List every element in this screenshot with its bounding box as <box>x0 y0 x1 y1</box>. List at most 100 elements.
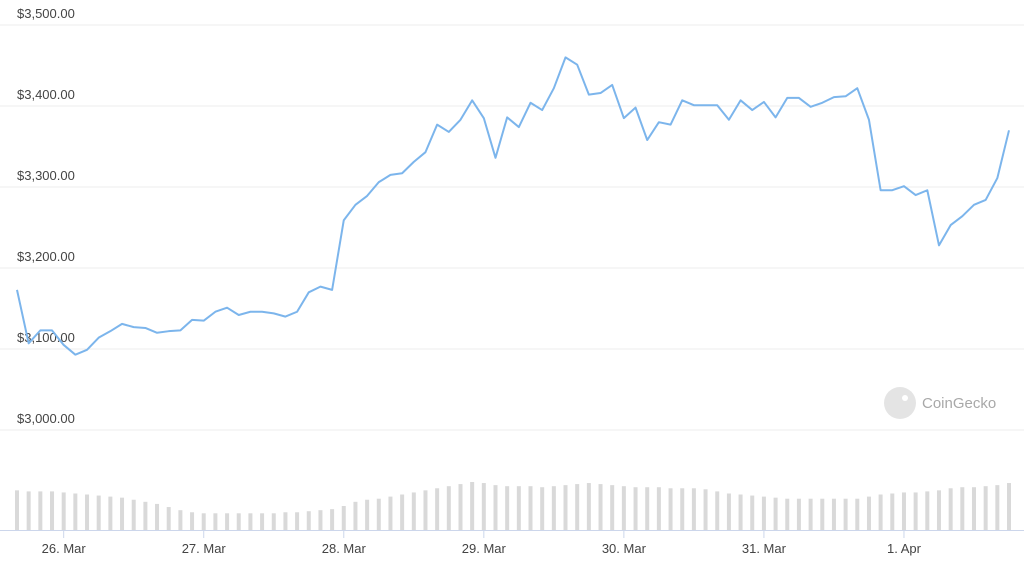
x-tick-label: 29. Mar <box>462 541 507 556</box>
volume-bar <box>563 485 568 530</box>
volume-bar <box>773 497 778 530</box>
volume-bar <box>925 491 930 530</box>
volume-bar <box>516 486 521 530</box>
volume-bar <box>213 513 218 530</box>
volume-bar <box>913 492 918 530</box>
volume-bar <box>598 484 603 530</box>
volume-bar <box>726 493 731 530</box>
volume-bar <box>691 488 696 530</box>
volume-bar <box>540 487 545 530</box>
volume-bar <box>586 483 591 530</box>
volume-bar <box>435 488 440 530</box>
volume-bar <box>353 501 358 530</box>
y-tick-label: $3,300.00 <box>17 168 75 183</box>
volume-bar <box>575 484 580 530</box>
volume-bar <box>890 493 895 530</box>
y-tick-label: $3,000.00 <box>17 411 75 426</box>
volume-bar <box>155 503 160 530</box>
volume-bar <box>493 485 498 530</box>
volume-bar <box>505 486 510 530</box>
volume-bar <box>715 491 720 530</box>
volume-bar <box>178 510 183 530</box>
volume-bar <box>15 490 19 530</box>
volume-bar <box>610 485 615 530</box>
volume-bar <box>668 488 673 530</box>
volume-bar <box>131 499 136 530</box>
x-tick-label: 27. Mar <box>182 541 227 556</box>
volume-bar <box>645 487 650 530</box>
volume-bar <box>306 511 311 530</box>
y-tick-label: $3,200.00 <box>17 249 75 264</box>
volume-bar <box>85 494 90 530</box>
volume-bar <box>528 486 533 530</box>
volume-bar <box>190 512 195 530</box>
volume-bar <box>1007 483 1011 530</box>
volume-bar <box>295 512 300 530</box>
volume-bar <box>843 498 848 530</box>
volume-bar <box>551 486 556 530</box>
volume-bar <box>96 495 101 530</box>
volume-bar <box>738 494 743 530</box>
volume-bar <box>621 486 626 530</box>
volume-bar <box>236 513 241 530</box>
volume-bar <box>446 486 451 530</box>
volume-bar <box>38 491 43 530</box>
watermark: CoinGecko <box>922 395 996 412</box>
volume-bar <box>365 499 370 530</box>
volume-bar <box>995 485 1000 530</box>
x-tick-label: 1. Apr <box>887 541 922 556</box>
volume-bar <box>330 509 335 530</box>
volume-bar <box>423 490 428 530</box>
volume-bar <box>470 482 475 530</box>
volume-bar <box>866 496 871 530</box>
volume-bar <box>260 513 265 530</box>
x-tick-label: 28. Mar <box>322 541 367 556</box>
volume-bar <box>61 492 66 530</box>
volume-bar <box>376 498 381 530</box>
volume-bar <box>143 501 148 530</box>
volume-bar <box>458 484 463 530</box>
volume-bar <box>971 487 976 530</box>
volume-bar <box>388 496 393 530</box>
volume-bar <box>960 487 965 530</box>
volume-bar <box>831 498 836 530</box>
volume-bar <box>481 483 486 530</box>
watermark-logo <box>884 387 916 419</box>
y-tick-label: $3,500.00 <box>17 6 75 21</box>
x-tick-label: 26. Mar <box>42 541 87 556</box>
volume-bar <box>750 495 755 530</box>
volume-bar <box>225 513 230 530</box>
volume-bar <box>855 498 860 530</box>
y-tick-label: $3,400.00 <box>17 87 75 102</box>
volume-bar <box>283 512 288 530</box>
volume-bar <box>808 498 813 530</box>
volume-bar <box>703 489 708 530</box>
volume-bar <box>656 487 661 530</box>
volume-bar <box>201 513 206 530</box>
volume-bar <box>796 498 801 530</box>
volume-bar <box>936 490 941 530</box>
volume-bar <box>901 492 906 530</box>
volume-bar <box>120 497 125 530</box>
volume-bar <box>73 493 78 530</box>
x-tick-label: 30. Mar <box>602 541 647 556</box>
volume-bar <box>680 488 685 530</box>
volume-bar <box>820 498 825 530</box>
volume-bar <box>785 498 790 530</box>
volume-bar <box>878 494 883 530</box>
plot: $3,000.00$3,100.00$3,200.00$3,300.00$3,4… <box>0 6 1024 556</box>
volume-bar <box>983 486 988 530</box>
volume-bar <box>761 496 766 530</box>
volume-bar <box>108 496 113 530</box>
volume-bar <box>411 492 416 530</box>
volume-bar <box>633 487 638 530</box>
volume-bar <box>248 513 253 530</box>
volume-bar <box>341 506 346 530</box>
volume-bar <box>271 513 276 530</box>
volume-bar <box>166 507 171 530</box>
volume-bar <box>400 494 405 530</box>
volume-bar <box>318 510 323 530</box>
volume-bar <box>26 491 31 530</box>
